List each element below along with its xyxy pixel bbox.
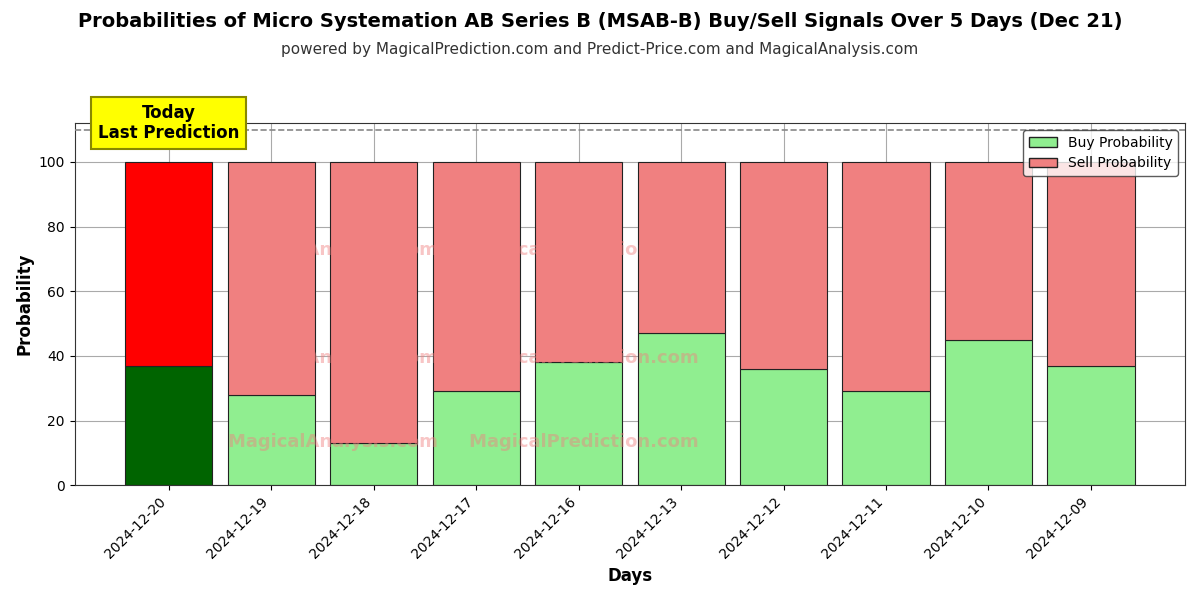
Bar (944, 340, 1032, 485)
Bar (228, 162, 314, 395)
Bar (637, 333, 725, 485)
Bar (330, 443, 418, 485)
Bar (125, 365, 212, 485)
X-axis label: Days: Days (607, 567, 653, 585)
Bar (535, 162, 622, 362)
Bar (1048, 162, 1134, 365)
Bar (330, 162, 418, 443)
Text: MagicalAnalysis.com     MagicalPrediction.com: MagicalAnalysis.com MagicalPrediction.co… (228, 241, 698, 259)
Bar (740, 162, 827, 369)
Text: powered by MagicalPrediction.com and Predict-Price.com and MagicalAnalysis.com: powered by MagicalPrediction.com and Pre… (281, 42, 919, 57)
Text: Today
Last Prediction: Today Last Prediction (98, 104, 239, 142)
Text: MagicalAnalysis.com     MagicalPrediction.com: MagicalAnalysis.com MagicalPrediction.co… (228, 349, 698, 367)
Bar (740, 369, 827, 485)
Text: Probabilities of Micro Systemation AB Series B (MSAB-B) Buy/Sell Signals Over 5 : Probabilities of Micro Systemation AB Se… (78, 12, 1122, 31)
Text: MagicalAnalysis.com     MagicalPrediction.com: MagicalAnalysis.com MagicalPrediction.co… (228, 433, 698, 451)
Legend: Buy Probability, Sell Probability: Buy Probability, Sell Probability (1024, 130, 1178, 176)
Bar (842, 162, 930, 391)
Bar (432, 162, 520, 391)
Bar (1048, 365, 1134, 485)
Bar (535, 362, 622, 485)
Bar (944, 162, 1032, 340)
Bar (228, 395, 314, 485)
Bar (637, 162, 725, 333)
Bar (125, 162, 212, 365)
Y-axis label: Probability: Probability (16, 253, 34, 355)
Bar (842, 391, 930, 485)
Bar (432, 391, 520, 485)
